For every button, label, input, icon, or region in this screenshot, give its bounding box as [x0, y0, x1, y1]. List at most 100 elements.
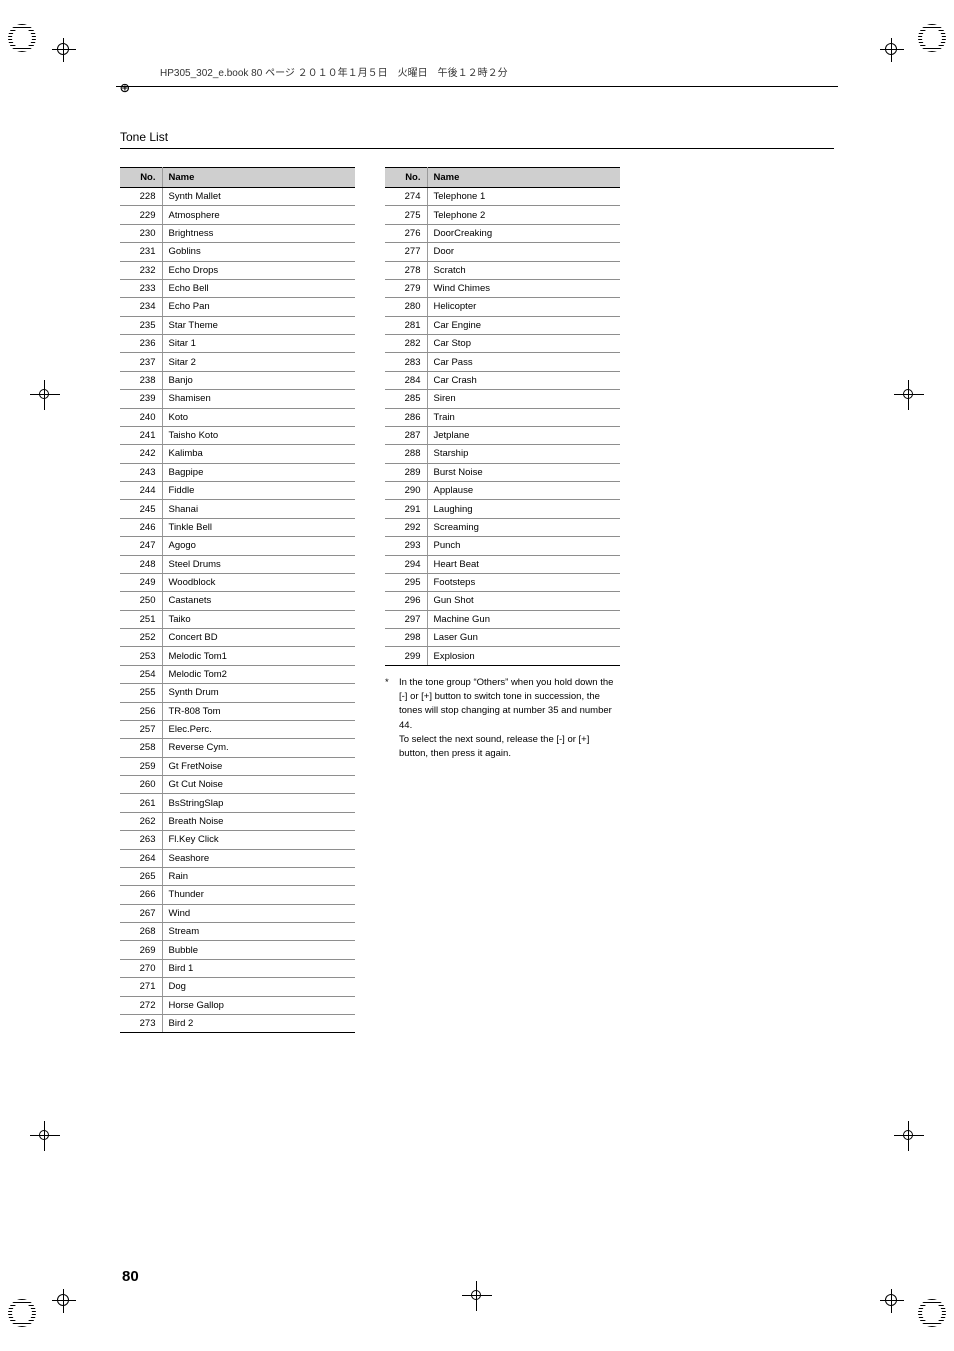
cell-name: Thunder [162, 886, 355, 904]
cell-name: Melodic Tom1 [162, 647, 355, 665]
cell-no: 275 [385, 206, 427, 224]
footnote-text: In the tone group “Others” when you hold… [399, 676, 620, 762]
cell-name: Train [427, 408, 620, 426]
cell-name: Applause [427, 482, 620, 500]
doc-header-text: HP305_302_e.book 80 ページ ２０１０年１月５日 火曜日 午後… [160, 64, 508, 79]
table-row: 290Applause [385, 482, 620, 500]
table-row: 243Bagpipe [120, 463, 355, 481]
table-row: 254Melodic Tom2 [120, 665, 355, 683]
cell-no: 287 [385, 426, 427, 444]
cell-name: Bubble [162, 941, 355, 959]
table-row: 237Sitar 2 [120, 353, 355, 371]
cell-name: Heart Beat [427, 555, 620, 573]
cell-no: 255 [120, 684, 162, 702]
cell-name: Taisho Koto [162, 426, 355, 444]
tone-table-left: No. Name 228Synth Mallet229Atmosphere230… [120, 167, 355, 1033]
table-row: 298Laser Gun [385, 629, 620, 647]
table-row: 288Starship [385, 445, 620, 463]
cell-no: 286 [385, 408, 427, 426]
cell-no: 296 [385, 592, 427, 610]
cell-no: 251 [120, 610, 162, 628]
cell-name: Synth Drum [162, 684, 355, 702]
cell-no: 269 [120, 941, 162, 959]
cell-no: 250 [120, 592, 162, 610]
cell-no: 277 [385, 243, 427, 261]
cell-name: Bagpipe [162, 463, 355, 481]
cell-no: 292 [385, 518, 427, 536]
cell-no: 276 [385, 224, 427, 242]
table-row: 274Telephone 1 [385, 188, 620, 206]
header-rule [116, 86, 838, 87]
cell-name: Star Theme [162, 316, 355, 334]
cell-no: 271 [120, 978, 162, 996]
cell-no: 278 [385, 261, 427, 279]
table-row: 282Car Stop [385, 335, 620, 353]
cell-name: Horse Gallop [162, 996, 355, 1014]
table-row: 240Koto [120, 408, 355, 426]
cell-no: 289 [385, 463, 427, 481]
cell-no: 246 [120, 518, 162, 536]
table-row: 297Machine Gun [385, 610, 620, 628]
cell-name: Screaming [427, 518, 620, 536]
cell-no: 238 [120, 371, 162, 389]
cell-no: 228 [120, 188, 162, 206]
cell-no: 247 [120, 537, 162, 555]
title-rule [120, 148, 834, 149]
table-row: 241Taisho Koto [120, 426, 355, 444]
cell-name: Wind [162, 904, 355, 922]
cell-name: Rain [162, 867, 355, 885]
cell-name: Bird 2 [162, 1014, 355, 1032]
table-row: 261BsStringSlap [120, 794, 355, 812]
cell-no: 273 [120, 1014, 162, 1032]
cell-no: 236 [120, 335, 162, 353]
table-row: 277Door [385, 243, 620, 261]
table-row: 289Burst Noise [385, 463, 620, 481]
cell-name: DoorCreaking [427, 224, 620, 242]
cell-name: Telephone 1 [427, 188, 620, 206]
reg-mark-left-2 [30, 1121, 60, 1151]
table-row: 251Taiko [120, 610, 355, 628]
cell-no: 267 [120, 904, 162, 922]
cell-name: BsStringSlap [162, 794, 355, 812]
cell-name: Machine Gun [427, 610, 620, 628]
table-row: 269Bubble [120, 941, 355, 959]
table-row: 228Synth Mallet [120, 188, 355, 206]
table-row: 299Explosion [385, 647, 620, 665]
cell-no: 253 [120, 647, 162, 665]
cell-name: Concert BD [162, 629, 355, 647]
crop-mark-tr [886, 8, 946, 68]
cell-name: Telephone 2 [427, 206, 620, 224]
cell-no: 243 [120, 463, 162, 481]
cell-no: 266 [120, 886, 162, 904]
cell-name: Agogo [162, 537, 355, 555]
header-marker-icon: ⊕ [120, 78, 130, 97]
cell-no: 239 [120, 390, 162, 408]
cell-no: 235 [120, 316, 162, 334]
col-header-no: No. [385, 168, 427, 188]
cell-name: Koto [162, 408, 355, 426]
cell-no: 242 [120, 445, 162, 463]
cell-name: Echo Drops [162, 261, 355, 279]
cell-no: 272 [120, 996, 162, 1014]
cell-no: 291 [385, 500, 427, 518]
cell-name: Siren [427, 390, 620, 408]
table-row: 233Echo Bell [120, 279, 355, 297]
table-row: 257Elec.Perc. [120, 720, 355, 738]
cell-name: Starship [427, 445, 620, 463]
table-row: 273Bird 2 [120, 1014, 355, 1032]
table-row: 250Castanets [120, 592, 355, 610]
table-row: 234Echo Pan [120, 298, 355, 316]
table-row: 293Punch [385, 537, 620, 555]
cell-name: Elec.Perc. [162, 720, 355, 738]
cell-name: Taiko [162, 610, 355, 628]
cell-name: Seashore [162, 849, 355, 867]
table-row: 272Horse Gallop [120, 996, 355, 1014]
cell-name: Fiddle [162, 482, 355, 500]
cell-name: Stream [162, 923, 355, 941]
table-row: 253Melodic Tom1 [120, 647, 355, 665]
cell-name: Car Pass [427, 353, 620, 371]
table-row: 285Siren [385, 390, 620, 408]
cell-no: 257 [120, 720, 162, 738]
table-row: 231Goblins [120, 243, 355, 261]
cell-name: Steel Drums [162, 555, 355, 573]
